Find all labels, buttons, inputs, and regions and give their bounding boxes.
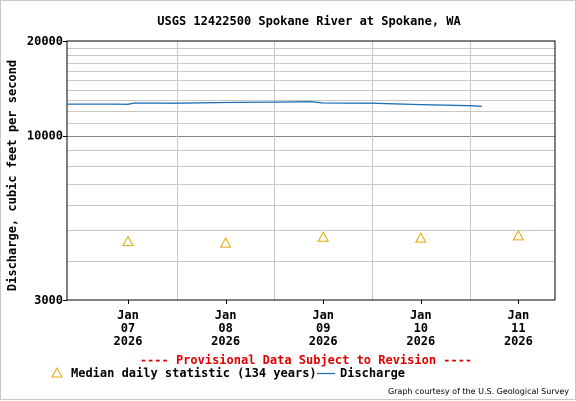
x-tick-year: 2026 <box>211 334 240 348</box>
x-tick-month: Jan <box>215 308 237 322</box>
x-tick-day: 09 <box>316 321 330 335</box>
x-tick-day: 10 <box>414 321 428 335</box>
chart-title: USGS 12422500 Spokane River at Spokane, … <box>157 14 461 28</box>
x-tick-month: Jan <box>410 308 432 322</box>
usgs-credit: Graph courtesy of the U.S. Geological Su… <box>388 387 569 396</box>
x-tick-year: 2026 <box>309 334 338 348</box>
y-tick-labels: 3000 10000 20000 <box>27 34 67 307</box>
y-tick-label: 3000 <box>34 293 63 307</box>
x-tick-month: Jan <box>508 308 530 322</box>
x-tick-day: 08 <box>218 321 232 335</box>
y-tick-label: 20000 <box>27 34 63 48</box>
median-triangle-marker <box>219 237 232 248</box>
median-triangle-marker <box>122 235 134 247</box>
x-tick-labels: Jan072026Jan082026Jan092026Jan102026Jan1… <box>114 300 533 348</box>
legend-median-label: Median daily statistic (134 years) <box>71 366 317 380</box>
x-tick-day: 07 <box>121 321 135 335</box>
median-triangle-marker <box>414 232 427 243</box>
provisional-notice: ---- Provisional Data Subject to Revisio… <box>140 353 472 367</box>
grid-layer <box>67 41 555 300</box>
x-tick-month: Jan <box>117 308 139 322</box>
x-tick-month: Jan <box>312 308 334 322</box>
x-tick-year: 2026 <box>504 334 533 348</box>
legend: Median daily statistic (134 years) Discha… <box>51 366 405 380</box>
x-tick-year: 2026 <box>114 334 143 348</box>
median-triangle-marker <box>512 229 525 241</box>
legend-triangle-icon <box>51 366 63 378</box>
y-axis-label: Discharge, cubic feet per second <box>5 60 19 291</box>
median-triangle-marker <box>317 231 330 242</box>
series-layer <box>67 101 525 248</box>
x-tick-year: 2026 <box>406 334 435 348</box>
plot-area <box>66 40 556 301</box>
legend-discharge-label: Discharge <box>340 366 405 380</box>
discharge-line <box>67 101 482 107</box>
x-tick-day: 11 <box>511 321 525 335</box>
y-tick-label: 10000 <box>27 129 63 143</box>
